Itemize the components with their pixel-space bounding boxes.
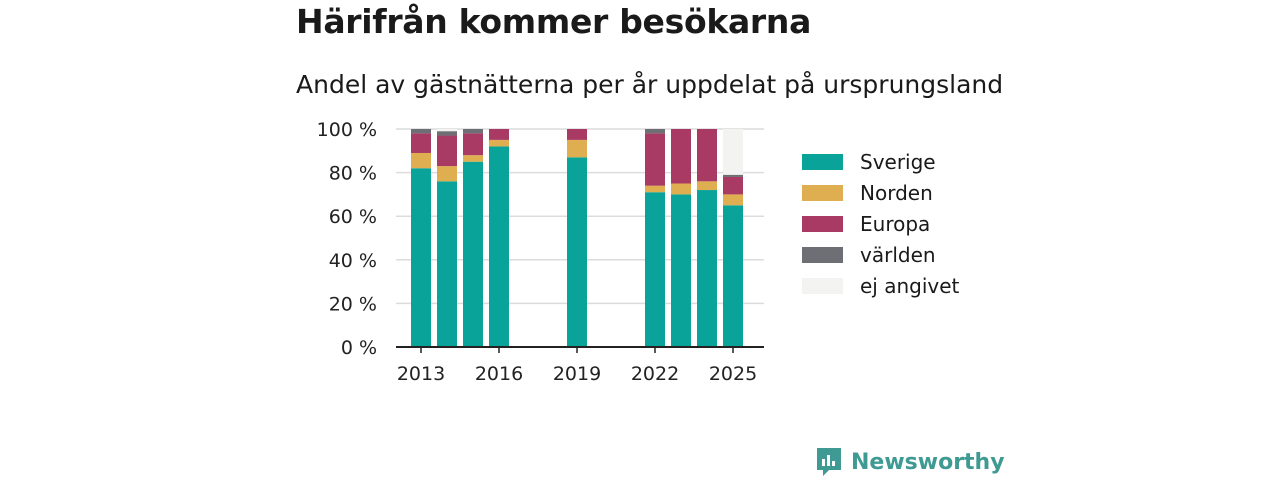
bar-sverige-2015 (463, 161, 483, 347)
bar-europa-2013 (411, 133, 431, 153)
y-tick-label: 100 % (317, 119, 377, 141)
bar-världen-2013 (411, 129, 431, 134)
legend-swatch (802, 184, 843, 201)
bar-norden-2013 (411, 152, 431, 169)
x-tick-label: 2022 (631, 363, 679, 385)
bar-ej-angivet-2014 (437, 129, 457, 132)
bar-norden-2014 (437, 166, 457, 182)
bar-sverige-2019 (567, 157, 587, 347)
bar-europa-2019 (567, 129, 587, 140)
bar-europa-2023 (671, 129, 691, 184)
legend-item: Europa (802, 208, 959, 239)
bar-europa-2022 (645, 133, 665, 186)
x-tick-label: 2016 (475, 363, 523, 385)
bar-europa-2024 (697, 129, 717, 182)
bar-norden-2023 (671, 183, 691, 195)
bar-norden-2019 (567, 139, 587, 158)
legend-swatch (802, 215, 843, 232)
legend-item: Norden (802, 177, 959, 208)
stacked-bar-chart: 0 % 20 % 40 % 60 % 80 % 100 % 2013 2016 2019 2022… (317, 119, 764, 385)
x-tick-label: 2013 (397, 363, 445, 385)
x-tick-label: 2025 (709, 363, 757, 385)
x-tick-label: 2019 (553, 363, 601, 385)
chart-title: Härifrån kommer besökarna (296, 2, 812, 41)
chart-legend: Sverige Norden Europa världen ej angivet (802, 146, 959, 301)
bar-norden-2024 (697, 181, 717, 191)
brand-label: Newsworthy (851, 449, 1005, 475)
chart-subtitle: Andel av gästnätterna per år uppdelat på… (296, 70, 1004, 99)
bar-sverige-2024 (697, 190, 717, 347)
legend-item: världen (802, 239, 959, 270)
y-tick-label: 0 % (341, 337, 377, 359)
legend-label: Sverige (860, 149, 936, 174)
bar-världen-2025 (723, 174, 743, 177)
newsworthy-logo-icon (817, 448, 841, 476)
legend-item: ej angivet (802, 270, 959, 301)
bar-sverige-2022 (645, 192, 665, 347)
legend-swatch (802, 277, 843, 294)
legend-label: Norden (860, 180, 933, 205)
bar-europa-2014 (437, 135, 457, 167)
legend-label: Europa (860, 211, 931, 236)
bar-norden-2015 (463, 155, 483, 162)
bar-sverige-2023 (671, 194, 691, 347)
y-tick-label: 40 % (329, 250, 377, 272)
legend-swatch (802, 153, 843, 170)
bar-sverige-2013 (411, 168, 431, 347)
legend-label: världen (860, 242, 936, 267)
bar-världen-2022 (645, 129, 665, 134)
bar-europa-2016 (489, 129, 509, 140)
bar-världen-2015 (463, 129, 483, 134)
bar-sverige-2016 (489, 146, 509, 347)
y-tick-label: 60 % (329, 206, 377, 228)
bar-ej-angivet-2025 (723, 129, 743, 175)
bar-europa-2025 (723, 176, 743, 195)
bar-norden-2025 (723, 194, 743, 206)
brand-logo: Newsworthy (815, 446, 1005, 478)
y-tick-label: 80 % (329, 163, 377, 185)
y-tick-label: 20 % (329, 293, 377, 315)
legend-item: Sverige (802, 146, 959, 177)
bar-sverige-2014 (437, 181, 457, 347)
legend-label: ej angivet (860, 273, 960, 298)
bar-norden-2016 (489, 139, 509, 147)
legend-swatch (802, 246, 843, 263)
bar-världen-2014 (437, 131, 457, 136)
bar-norden-2022 (645, 185, 665, 193)
bar-sverige-2025 (723, 205, 743, 347)
bar-europa-2015 (463, 133, 483, 156)
